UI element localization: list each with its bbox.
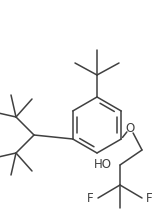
Text: F: F	[87, 192, 94, 204]
Text: O: O	[125, 122, 135, 134]
Text: F: F	[146, 192, 153, 204]
Text: HO: HO	[94, 158, 112, 172]
